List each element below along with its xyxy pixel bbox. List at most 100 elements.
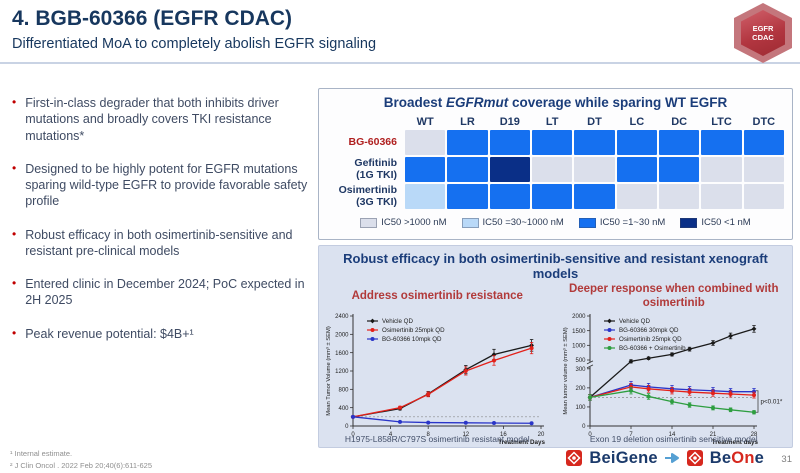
heatmap-column-header: LTC	[711, 116, 732, 128]
heatmap-title: Broadest EGFRmut coverage while sparing …	[319, 95, 792, 110]
bullet-item: • Robust efficacy in both osimertinib-sen…	[12, 227, 312, 260]
heatmap-cell	[658, 130, 700, 155]
svg-text:2000: 2000	[572, 314, 586, 320]
page-title: 4. BGB-60366 (EGFR CDAC)	[12, 7, 293, 30]
svg-text:1000: 1000	[572, 344, 586, 350]
legend-swatch	[680, 217, 698, 228]
row-label-main: Gefitinib	[354, 156, 397, 169]
beone-wordmark: BeOne	[710, 449, 764, 468]
svg-text:Treatment days: Treatment days	[712, 439, 759, 446]
heatmap-cell	[405, 157, 446, 182]
key-points-list: • First-in-class degrader that both inhib…	[12, 95, 312, 359]
heatmap-cell	[701, 184, 742, 209]
legend-item: IC50 =1~30 nM	[578, 217, 665, 228]
heatmap-column-header: DC	[671, 116, 688, 128]
heatmap-column-header: DTC	[752, 116, 776, 128]
row-label-main: BG-60366	[348, 135, 397, 148]
heatmap-cell	[574, 130, 615, 155]
legend-item: IC50 <1 nM	[680, 217, 751, 228]
svg-text:2400: 2400	[335, 314, 349, 320]
svg-text:Mean Tumor Volume (mm³ ± SEM): Mean Tumor Volume (mm³ ± SEM)	[326, 326, 332, 416]
legend-swatch	[578, 217, 596, 228]
beone-wordmark-part: Be	[709, 448, 732, 467]
legend-label: IC50 <1 nM	[701, 217, 751, 228]
bullet-marker: •	[12, 276, 17, 290]
header-divider	[0, 62, 800, 64]
beone-wordmark-part: On	[731, 448, 755, 467]
bullet-item: • Entered clinic in December 2024; PoC ex…	[12, 276, 312, 309]
svg-text:16: 16	[500, 432, 507, 438]
svg-text:400: 400	[339, 406, 350, 412]
resistant-model-chart: 0 400 800 1200 1600 2000 2400 0 4 8 12 16 20Treatmen…	[326, 314, 546, 446]
right-column: Broadest EGFRmut coverage while sparing …	[318, 88, 795, 448]
svg-text:2000: 2000	[335, 333, 349, 339]
bullet-marker: •	[12, 160, 17, 175]
legend-label: IC50 >1000 nM	[381, 217, 447, 228]
svg-text:p<0.01*: p<0.01*	[760, 398, 782, 405]
xenograft-title: Robust efficacy in both osimertinib-sens…	[343, 251, 768, 281]
heatmap-cell	[489, 157, 530, 182]
chart-right-caption: Exon 19 deletion osimertinib sensitive m…	[589, 434, 758, 444]
heatmap-title-suffix: coverage while sparing WT EGFR	[508, 95, 728, 110]
svg-text:7: 7	[629, 432, 633, 438]
heatmap-cell	[447, 130, 488, 155]
svg-text:20: 20	[538, 432, 545, 438]
svg-text:1500: 1500	[572, 329, 586, 335]
beone-wordmark-part: e	[754, 448, 764, 467]
beigene-wordmark: BeiGene	[589, 449, 657, 468]
svg-text:1600: 1600	[335, 351, 349, 357]
svg-text:Osimertinib 25mpk QD: Osimertinib 25mpk QD	[382, 327, 445, 334]
ic50-legend: IC50 >1000 nM IC50 =30~1000 nM IC50 =1~30 …	[319, 217, 792, 228]
row-label-sub: (3G TKI)	[356, 195, 397, 208]
heatmap-cell	[701, 157, 742, 182]
beigene-wordmark-part: Gene	[615, 448, 658, 467]
chart-right-title: Deeper response when combined with osime…	[568, 282, 779, 309]
heatmap-cell	[574, 184, 615, 209]
footnotes: ¹ Internal estimate. ² J Clin Oncol . 20…	[10, 448, 152, 471]
svg-text:Mean tumor volume (mm³ ± SEM): Mean tumor volume (mm³ ± SEM)	[563, 327, 569, 414]
heatmap-row-label: BG-60366	[327, 130, 403, 155]
heatmap-cell	[701, 130, 742, 155]
row-label-main: Osimertinib	[338, 183, 397, 196]
svg-text:500: 500	[575, 358, 586, 364]
heatmap-column-header: LT	[545, 116, 559, 128]
heatmap-cell	[531, 184, 573, 209]
heatmap-cell	[531, 130, 573, 155]
svg-text:200: 200	[575, 386, 586, 392]
logo-seal-icon	[566, 450, 583, 466]
svg-text:300: 300	[575, 367, 586, 373]
heatmap-cell	[743, 130, 784, 155]
bullet-text: Designed to be highly potent for EGFR mu…	[25, 161, 308, 209]
beigene-wordmark-part: Bei	[589, 448, 616, 467]
svg-text:4: 4	[389, 432, 393, 438]
heatmap-cell	[616, 157, 657, 182]
bullet-marker: •	[12, 95, 17, 109]
charts-row: Address osimertinib resistance 0 400 800 12…	[319, 283, 792, 448]
sensitive-model-chart: 0 100 200 300 500 1000 1500 2000 0 7 14 21 28Treatme…	[563, 314, 783, 446]
heatmap-title-italic: EGFRmut	[445, 95, 509, 110]
bullet-text: Robust efficacy in both osimertinib-sens…	[25, 227, 293, 258]
heatmap-column-header: DT	[587, 116, 602, 128]
heatmap-column-header: LR	[460, 116, 475, 128]
footer-logos: BeiGene BeOne	[565, 447, 764, 469]
bullet-marker: •	[12, 325, 17, 340]
svg-text:0: 0	[352, 432, 356, 438]
transition-arrow-icon	[664, 453, 679, 463]
legend-label: IC50 =30~1000 nM	[482, 217, 564, 228]
heatmap-cell	[405, 130, 446, 155]
svg-text:21: 21	[709, 432, 716, 438]
svg-text:Vehicle QD: Vehicle QD	[619, 318, 650, 325]
heatmap-column-header: WT	[416, 116, 434, 128]
svg-text:Osimertinib 25mpk QD: Osimertinib 25mpk QD	[619, 336, 682, 343]
legend-swatch	[360, 217, 378, 228]
badge-line1: EGFR	[752, 24, 774, 33]
heatmap-cell	[574, 157, 615, 182]
footnote-1: ¹ Internal estimate.	[10, 449, 73, 458]
svg-text:BG-60366 30mpk QD: BG-60366 30mpk QD	[619, 327, 679, 334]
heatmap-cell	[658, 184, 700, 209]
heatmap-cell	[531, 157, 573, 182]
chart-captions: H1975-L858R/C797S osimertinib resistant …	[319, 434, 792, 444]
heatmap-row-label: Osimertinib (3G TKI)	[327, 184, 403, 209]
heatmap-cell	[616, 130, 657, 155]
